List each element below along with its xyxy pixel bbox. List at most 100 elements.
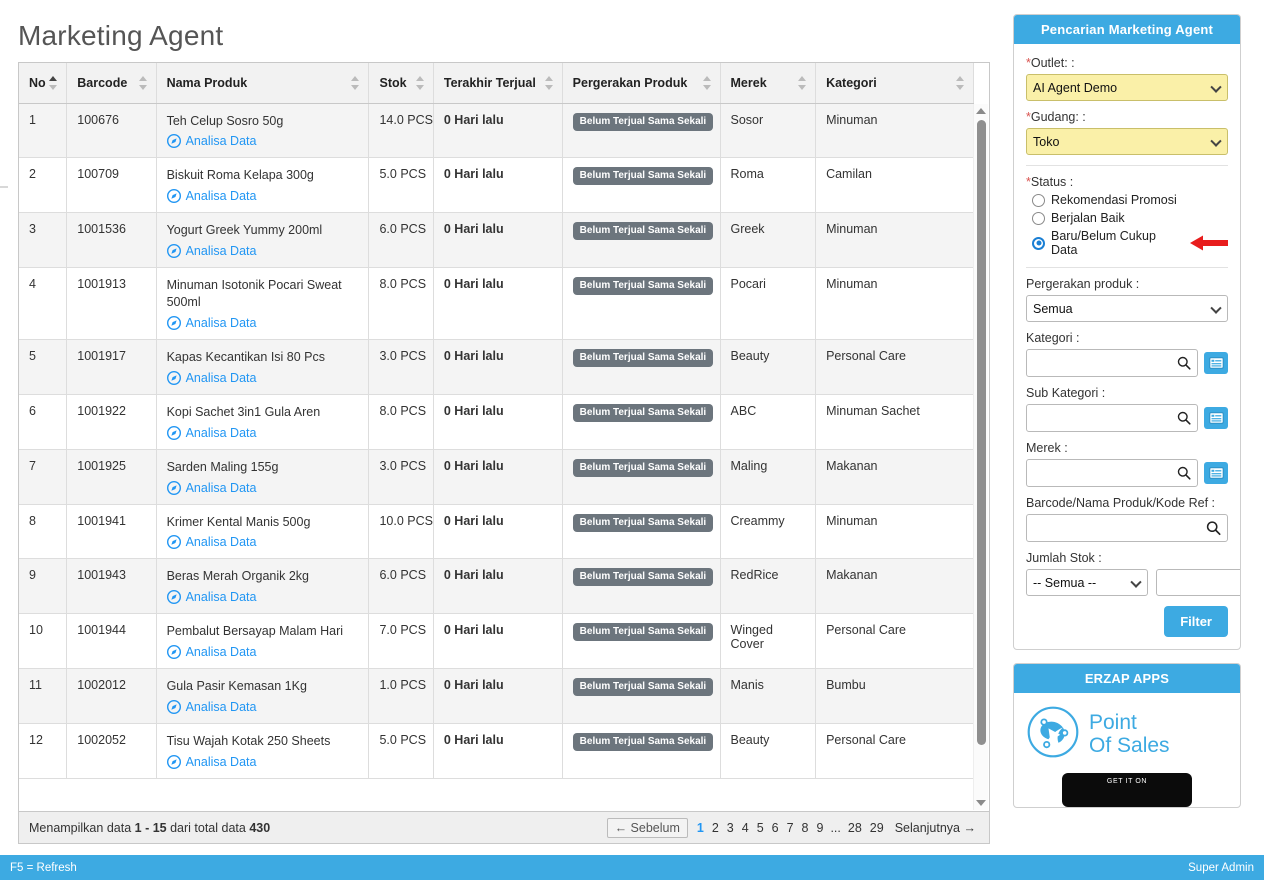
analysis-compass-icon <box>166 590 181 605</box>
pagination-page-7[interactable]: 7 <box>786 820 794 835</box>
analisa-data-link[interactable]: Analisa Data <box>166 535 359 549</box>
cell-no: 8 <box>19 504 68 560</box>
column-header-pergerakan-produk[interactable]: Pergerakan Produk <box>562 63 721 104</box>
cell-merek: ABC <box>720 394 817 450</box>
column-header-stok[interactable]: Stok <box>368 63 434 104</box>
radio-icon[interactable] <box>1032 211 1045 225</box>
table-row[interactable]: 12 1002052 Tisu Wajah Kotak 250 Sheets Anal… <box>19 723 974 779</box>
cell-kategori: Minuman <box>815 267 974 340</box>
kategori-list-button[interactable] <box>1204 352 1228 374</box>
sort-arrows-icon[interactable] <box>798 75 807 91</box>
pagination-page-28[interactable]: 28 <box>847 820 862 835</box>
sort-arrows-icon[interactable] <box>138 75 148 91</box>
gudang-select[interactable]: Toko <box>1026 128 1228 155</box>
analisa-data-link[interactable]: Analisa Data <box>166 755 359 769</box>
analisa-data-link[interactable]: Analisa Data <box>166 645 359 659</box>
scroll-up-arrow-icon[interactable] <box>976 108 986 114</box>
merek-search-box[interactable] <box>1026 459 1198 487</box>
sort-arrows-icon[interactable] <box>702 75 712 91</box>
pagination-prev-button[interactable]: ← Sebelum <box>606 817 688 838</box>
status-badge: Belum Terjual Sama Sekali <box>572 277 714 296</box>
pagination-page-5[interactable]: 5 <box>756 820 764 835</box>
sort-arrows-icon[interactable] <box>415 75 425 91</box>
barcode-input[interactable] <box>1027 515 1227 541</box>
table-row[interactable]: 5 1001917 Kapas Kecantikan Isi 80 Pcs Anali… <box>19 339 974 395</box>
column-header-merek[interactable]: Merek <box>720 63 817 104</box>
pagination-page-3[interactable]: 3 <box>726 820 734 835</box>
column-header-no[interactable]: No <box>19 63 68 104</box>
barcode-search-box[interactable] <box>1026 514 1228 542</box>
filter-button[interactable]: Filter <box>1164 606 1228 637</box>
jumlah-stok-number-input[interactable] <box>1156 569 1240 596</box>
table-row[interactable]: 10 1001944 Pembalut Bersayap Malam Hari Ana… <box>19 613 974 670</box>
pergerakan-select[interactable]: Semua <box>1026 295 1228 322</box>
table-row[interactable]: 4 1001913 Minuman Isotonik Pocari Sweat 50… <box>19 267 974 340</box>
column-header-nama-produk[interactable]: Nama Produk <box>156 63 370 104</box>
status-radio-0[interactable]: Rekomendasi Promosi <box>1032 193 1228 207</box>
merek-list-button[interactable] <box>1204 462 1228 484</box>
table-vertical-scrollbar[interactable] <box>973 104 988 810</box>
analysis-compass-icon <box>166 134 181 149</box>
cell-nama-produk: Beras Merah Organik 2kg Analisa Data <box>156 558 370 615</box>
cell-terakhir-terjual: 0 Hari lalu <box>433 449 563 505</box>
table-row[interactable]: 11 1002012 Gula Pasir Kemasan 1Kg Analisa D… <box>19 668 974 724</box>
table-row[interactable]: 3 1001536 Yogurt Greek Yummy 200ml Analisa … <box>19 212 974 269</box>
merek-input[interactable] <box>1027 460 1197 486</box>
subkategori-input[interactable] <box>1027 405 1197 431</box>
pagination-ellipsis: ... <box>830 820 841 835</box>
jumlah-stok-select[interactable]: -- Semua -- <box>1026 569 1148 596</box>
pagination-page-29[interactable]: 29 <box>869 820 884 835</box>
sort-arrows-icon[interactable] <box>956 75 965 91</box>
status-badge: Belum Terjual Sama Sekali <box>572 458 714 477</box>
column-header-kategori[interactable]: Kategori <box>815 63 974 104</box>
pagination-page-9[interactable]: 9 <box>816 820 824 835</box>
radio-icon[interactable] <box>1032 236 1045 250</box>
table-row[interactable]: 9 1001943 Beras Merah Organik 2kg Analisa D… <box>19 558 974 615</box>
analisa-data-link[interactable]: Analisa Data <box>166 316 359 330</box>
analisa-data-link[interactable]: Analisa Data <box>166 371 359 385</box>
pagination-next-button[interactable]: Selanjutnya → <box>894 820 976 835</box>
table-head: No Barcode Nama Produk Stok Terakhir Terjual… <box>19 63 974 104</box>
radio-icon[interactable] <box>1032 193 1045 207</box>
barcode-row <box>1026 514 1228 542</box>
google-play-badge[interactable]: GET IT ON <box>1062 773 1192 807</box>
status-radio-1[interactable]: Berjalan Baik <box>1032 211 1228 225</box>
pagination-page-2[interactable]: 2 <box>711 820 719 835</box>
status-radio-label: Rekomendasi Promosi <box>1051 193 1177 207</box>
analisa-data-link[interactable]: Analisa Data <box>166 700 359 714</box>
sort-arrows-icon[interactable] <box>544 75 554 91</box>
status-radio-2[interactable]: Baru/Belum Cukup Data <box>1032 229 1228 257</box>
analisa-data-link[interactable]: Analisa Data <box>166 244 359 258</box>
column-header-terakhir-terjual[interactable]: Terakhir Terjual <box>433 63 563 104</box>
analisa-data-link[interactable]: Analisa Data <box>166 189 359 203</box>
product-name: Tisu Wajah Kotak 250 Sheets <box>166 734 331 748</box>
table-row[interactable]: 6 1001922 Kopi Sachet 3in1 Gula Aren Analis… <box>19 394 974 450</box>
cell-stok: 3.0 PCS <box>368 339 434 395</box>
table-row[interactable]: 8 1001941 Krimer Kental Manis 500g Analisa … <box>19 504 974 560</box>
subkategori-search-box[interactable] <box>1026 404 1198 432</box>
table-row[interactable]: 1 100676 Teh Celup Sosro 50g Analisa Data 14… <box>19 103 974 159</box>
scrollbar-thumb[interactable] <box>977 120 986 745</box>
analisa-data-link[interactable]: Analisa Data <box>166 134 359 149</box>
outlet-select[interactable]: AI Agent Demo <box>1026 74 1228 101</box>
pagination-page-6[interactable]: 6 <box>771 820 779 835</box>
scroll-down-arrow-icon[interactable] <box>976 800 986 806</box>
cell-no: 7 <box>19 449 68 505</box>
subkategori-list-button[interactable] <box>1204 407 1228 429</box>
table-row[interactable]: 7 1001925 Sarden Maling 155g Analisa Data 3.… <box>19 449 974 505</box>
analisa-data-link[interactable]: Analisa Data <box>166 590 359 605</box>
analisa-data-link[interactable]: Analisa Data <box>166 481 359 495</box>
kategori-search-box[interactable] <box>1026 349 1198 377</box>
sort-arrows-icon[interactable] <box>49 75 58 91</box>
sidebar-collapse-handle[interactable] <box>0 186 8 188</box>
pagination-page-8[interactable]: 8 <box>801 820 809 835</box>
column-header-barcode[interactable]: Barcode <box>66 63 157 104</box>
pagination-page-1[interactable]: 1 <box>696 820 704 835</box>
table-row[interactable]: 2 100709 Biskuit Roma Kelapa 300g Analisa D… <box>19 157 974 214</box>
sort-arrows-icon[interactable] <box>351 75 360 91</box>
pagination-page-4[interactable]: 4 <box>741 820 749 835</box>
kategori-input[interactable] <box>1027 350 1197 376</box>
point-of-sales-logo[interactable]: Point Of Sales <box>1026 705 1228 764</box>
analisa-data-link[interactable]: Analisa Data <box>166 426 359 440</box>
jumlah-stok-select-wrap: -- Semua -- <box>1026 569 1148 596</box>
